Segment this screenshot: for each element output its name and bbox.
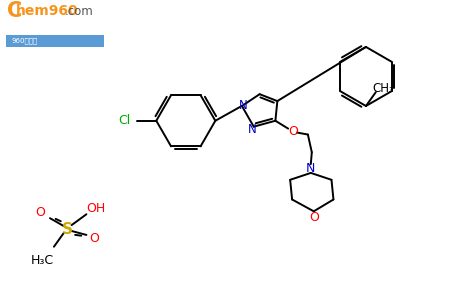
Text: .com: .com: [65, 5, 93, 18]
Text: O: O: [309, 211, 319, 224]
Text: O: O: [35, 206, 45, 219]
Text: Cl: Cl: [118, 114, 131, 127]
Text: C: C: [7, 1, 22, 21]
Text: N: N: [247, 123, 256, 136]
Text: 960化工网: 960化工网: [11, 38, 38, 44]
Bar: [6, 35, 104, 47]
Text: CH₃: CH₃: [373, 82, 394, 95]
Text: N: N: [306, 163, 316, 176]
Text: O: O: [288, 125, 298, 138]
Text: O: O: [89, 232, 99, 245]
Text: hem960: hem960: [16, 4, 78, 18]
Text: OH: OH: [87, 202, 106, 215]
Text: S: S: [62, 222, 73, 236]
Text: N: N: [238, 98, 247, 112]
Text: H₃C: H₃C: [30, 254, 54, 267]
